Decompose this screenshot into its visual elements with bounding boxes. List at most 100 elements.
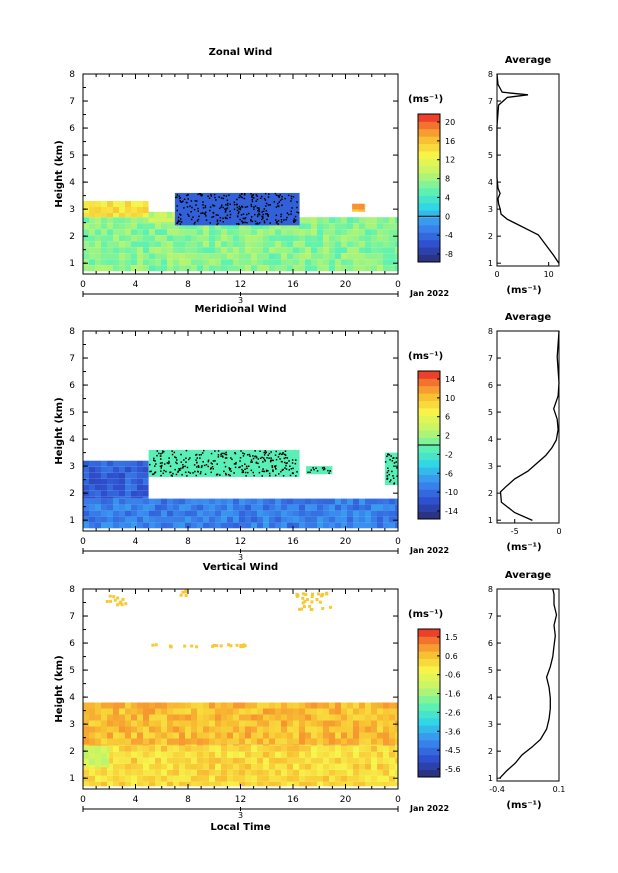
speckle (256, 207, 259, 209)
heatmap-cell (281, 745, 287, 752)
heatmap-cell (347, 714, 353, 721)
heatmap-cell (299, 744, 305, 746)
heatmap-cell (89, 259, 95, 266)
heatmap-cell (131, 223, 137, 230)
colorbar-segment (418, 158, 440, 167)
speckle (171, 450, 173, 452)
speckle (329, 470, 331, 472)
speckle (191, 206, 193, 209)
heatmap-cell (293, 247, 299, 254)
heatmap-cell (137, 769, 143, 776)
heatmap-cell (383, 498, 389, 505)
heatmap-cell (245, 763, 251, 770)
heatmap-cell (245, 781, 251, 787)
speckle (230, 470, 232, 472)
speckle (263, 221, 266, 224)
heatmap-cell (293, 241, 299, 248)
heatmap-cell (347, 702, 353, 709)
heatmap-cell (227, 714, 233, 721)
heatmap-cell (154, 217, 161, 223)
heatmap-cell (173, 498, 179, 505)
heatmap-cell (389, 504, 395, 511)
heatmap-cell (377, 744, 383, 746)
x-tick-label: 20 (340, 537, 352, 547)
speckle (182, 466, 184, 468)
heatmap-cell (251, 241, 257, 248)
speckle (217, 456, 220, 458)
speckle (193, 464, 196, 466)
heatmap-cell (371, 510, 377, 517)
speckle (244, 471, 247, 474)
speckle (288, 469, 290, 471)
heatmap-cell (119, 744, 125, 746)
heatmap-cell (293, 744, 299, 746)
heatmap-cell (155, 769, 161, 776)
heatmap-cell (101, 752, 107, 759)
heatmap-cell (83, 714, 89, 721)
heatmap-cell (275, 259, 281, 266)
heatmap-cell (83, 522, 89, 529)
heatmap-cell (95, 229, 101, 236)
heatmap-cell (83, 472, 89, 479)
speckle (386, 475, 388, 477)
heatmap-cell (107, 726, 113, 733)
heatmap-cell (161, 235, 167, 242)
heatmap-cell (131, 757, 137, 764)
speckle (284, 197, 286, 200)
heatmap-cell (389, 265, 395, 272)
heatmap-cell (251, 769, 257, 776)
heatmap-cell (377, 510, 383, 517)
heatmap-cell (335, 769, 341, 776)
heatmap-cell (317, 229, 323, 236)
heatmap-cell (119, 241, 125, 248)
heatmap-cell (239, 769, 245, 776)
speckle (255, 456, 258, 458)
colorbar-segment (418, 143, 440, 152)
heatmap-cell (95, 253, 101, 260)
colorbar-segment (418, 732, 440, 741)
heatmap-cell (203, 504, 209, 511)
speckle (210, 193, 212, 196)
speckle (175, 196, 177, 199)
heatmap-cell (113, 213, 119, 218)
heatmap-cell (173, 744, 179, 746)
heatmap-cell (281, 253, 287, 260)
speckle (222, 221, 224, 223)
speckle (220, 455, 222, 457)
heatmap-cell (335, 744, 341, 746)
colorbar-segment (418, 452, 440, 461)
heatmap-cell (119, 247, 125, 254)
heatmap-cell (95, 201, 101, 207)
heatmap-cell (215, 745, 221, 752)
heatmap-cell (155, 265, 161, 272)
average-title: Average (505, 312, 552, 323)
heatmap-cell (221, 235, 227, 242)
heatmap-cell (257, 726, 263, 733)
colorbar-segment (418, 210, 440, 218)
speckle (225, 451, 227, 454)
heatmap-cell (389, 745, 395, 752)
heatmap-cell (107, 510, 113, 517)
speckle (156, 454, 158, 457)
speckle (190, 200, 193, 202)
speckle (258, 210, 261, 212)
speckle (223, 194, 225, 197)
heatmap-cell (323, 217, 329, 224)
heatmap-cell (179, 781, 185, 787)
y-tick-label: 3 (69, 462, 75, 472)
heatmap-cell (239, 751, 245, 758)
heatmap-cell (395, 217, 398, 224)
heatmap-cell (149, 241, 155, 248)
speckle (186, 201, 188, 204)
speckle (187, 213, 189, 216)
colorbar-segment (418, 121, 440, 130)
heatmap-cell (317, 504, 323, 511)
heatmap-cell (179, 510, 185, 517)
avg-x-axis-label: (ms⁻¹) (506, 542, 541, 553)
speckle (284, 454, 287, 456)
heatmap-cell (125, 510, 131, 517)
heatmap-cell (347, 247, 353, 254)
heatmap-cell (281, 751, 287, 758)
speckle (154, 471, 157, 473)
speckle (185, 194, 188, 197)
